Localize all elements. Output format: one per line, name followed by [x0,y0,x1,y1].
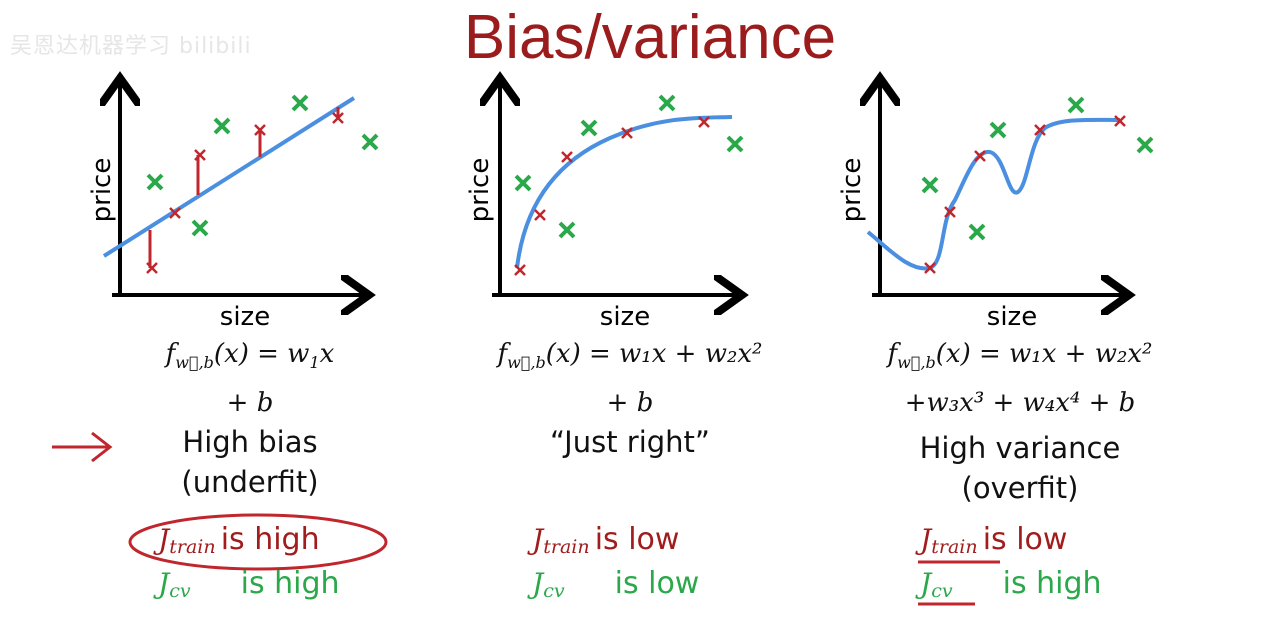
cv-point [658,94,676,112]
training-point [561,151,573,163]
cv-point [1067,96,1085,114]
training-point [944,206,956,218]
training-point [974,150,986,162]
training-point [332,112,344,124]
x-axis-label: size [600,302,650,332]
underline-annotation [918,560,1000,606]
caption-2: “Just right” [550,425,710,459]
j-cv-3: Jcv is high [920,566,1102,603]
formula-3: fw⃗,b(x) = w₁x + w₂x² +w₃x³ + w₄x⁴ + b [887,339,1153,419]
y-axis-label: price [87,158,117,223]
caption-3: High variance (overfit) [919,431,1121,505]
training-point [514,264,526,276]
watermark: 吴恩达机器学习 bilibili [10,34,252,59]
formula-1: fw⃗,b(x) = w1x + b [165,339,335,419]
training-point [621,127,633,139]
residual-lines [148,107,340,268]
x-axis-label: size [987,302,1037,332]
cv-point [580,119,598,137]
cv-point [213,117,231,135]
training-point [924,262,936,274]
training-point [534,209,546,221]
axes [112,82,1125,295]
cv-point [968,223,986,241]
j-cv-1: Jcv is high [158,566,340,603]
y-axis-label: price [837,158,867,223]
arrow-annotation [52,431,113,463]
training-point [698,116,710,128]
training-point [254,124,266,136]
cv-point [989,121,1007,139]
formula-2: fw⃗,b(x) = w₁x + w₂x² + b [497,339,763,419]
fit-curves [102,96,1121,271]
cv-point [514,174,532,192]
j-train-2: Jtrain is low [532,522,680,559]
training-point [1114,115,1126,127]
j-train-3: Jtrain is low [920,522,1068,559]
x-axis-label: size [220,302,270,332]
caption-1: High bias (underfit) [181,425,319,499]
training-point [146,262,158,274]
cv-point [558,221,576,239]
cv-point [361,133,379,151]
y-axis-label: price [465,158,495,223]
circle-annotation [128,513,388,571]
j-cv-2: Jcv is low [532,566,700,603]
cv-point [146,173,164,191]
cv-point [1136,136,1154,154]
cv-point [291,94,309,112]
training-point [194,149,206,161]
cv-point [726,135,744,153]
training-point [169,207,181,219]
cv-point [921,176,939,194]
slide-title: Bias/variance [463,3,837,72]
cv-point [191,219,209,237]
training-point [1034,124,1046,136]
j-train-1: Jtrain is high [158,522,320,559]
